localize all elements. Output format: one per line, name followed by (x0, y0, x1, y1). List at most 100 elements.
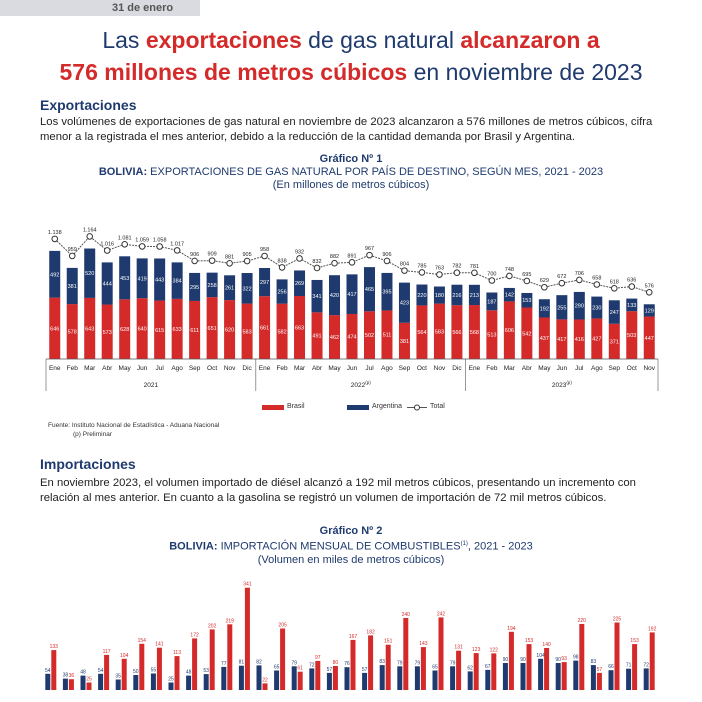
bar-diesel (280, 628, 286, 690)
bar-diesel (68, 679, 74, 690)
bar-gasolina (309, 668, 315, 690)
bar-argentina (521, 292, 533, 308)
bar-brasil (643, 316, 655, 359)
legend-brasil-swatch (262, 405, 284, 410)
label-argentina: 322 (242, 286, 251, 292)
label-argentina: 230 (592, 306, 601, 312)
bar-gasolina (256, 665, 262, 690)
title-highlight: 576 millones de metros cúbicos (59, 59, 408, 85)
x-tick-label: Dic (452, 365, 462, 372)
label-brasil: 633 (173, 327, 182, 333)
bar-argentina (416, 284, 428, 306)
label-gasolina: 48 (80, 670, 86, 676)
chart1-subtitle: (En millones de metros cúbicos) (272, 179, 430, 191)
label-gasolina: 81 (239, 660, 245, 666)
label-diesel: 202 (208, 623, 217, 629)
bar-brasil (136, 298, 148, 359)
bar-brasil (206, 297, 218, 359)
label-argentina: 220 (417, 293, 426, 299)
total-marker (261, 252, 268, 260)
total-marker (226, 260, 233, 267)
exports-paragraph: Los volúmenes de exportaciones de gas na… (40, 116, 653, 143)
bar-diesel (297, 671, 303, 690)
bar-brasil (556, 319, 568, 359)
total-marker (86, 233, 94, 240)
bar-gasolina (150, 673, 156, 690)
label-brasil: 578 (68, 330, 77, 336)
bar-brasil (294, 296, 306, 359)
label-diesel: 219 (226, 618, 235, 624)
total-marker (593, 281, 601, 288)
label-total: 958 (260, 247, 269, 253)
bar-gasolina (414, 666, 420, 690)
bar-argentina (259, 267, 271, 297)
total-marker (506, 272, 513, 280)
x-tick-label: Sep (608, 365, 620, 372)
label-total: 1.164 (83, 227, 97, 233)
label-gasolina: 90 (520, 657, 526, 663)
label-argentina: 295 (190, 285, 199, 291)
label-gasolina: 38 (63, 673, 69, 679)
x-tick-label: Ene (469, 365, 481, 372)
label-total: 782 (452, 264, 461, 270)
x-tick-label: Oct (417, 365, 427, 372)
total-marker (68, 252, 76, 260)
total-marker (366, 251, 373, 259)
label-brasil: 568 (470, 330, 479, 336)
bar-argentina (346, 274, 358, 314)
label-argentina: 395 (382, 290, 391, 296)
legend-total-marker (414, 404, 420, 411)
bar-gasolina (432, 670, 438, 690)
label-diesel: 131 (454, 645, 463, 651)
label-diesel: 36 (69, 673, 75, 679)
bar-brasil (503, 301, 515, 359)
x-tick-label: Abr (312, 365, 323, 372)
label-brasil: 502 (365, 333, 374, 339)
bar-argentina (329, 275, 341, 316)
legend-argentina-label: Argentina (372, 403, 402, 410)
label-gasolina: 104 (536, 653, 545, 659)
bar-diesel (86, 682, 92, 690)
label-brasil: 513 (487, 333, 496, 339)
bar-brasil (171, 298, 183, 359)
chart2-title: IMPORTACIÓN MENSUAL DE COMBUSTIBLES (217, 540, 461, 553)
bar-gasolina (98, 673, 104, 690)
label-diesel: 97 (315, 655, 321, 661)
x-tick-label: Jun (557, 365, 568, 372)
bar-gasolina (397, 666, 403, 690)
bar-brasil (276, 303, 288, 359)
bar-diesel (456, 650, 462, 690)
label-total: 781 (470, 264, 479, 270)
total-marker (296, 255, 303, 262)
label-brasil: 511 (383, 333, 392, 339)
x-tick-label: Mar (504, 365, 516, 372)
label-brasil: 371 (610, 339, 619, 345)
label-diesel: 61 (297, 666, 303, 672)
bar-brasil (329, 315, 341, 359)
label-gasolina: 72 (643, 662, 649, 668)
chart2-number: Gráfico Nº 2 (319, 525, 383, 537)
bar-brasil (311, 312, 323, 359)
x-tick-label: Ene (259, 365, 271, 372)
bar-brasil (154, 300, 166, 359)
legend-brasil-label: Brasil (287, 403, 305, 410)
bar-diesel (438, 617, 444, 690)
label-brasil: 606 (505, 328, 514, 334)
bar-diesel (350, 639, 356, 690)
bar-gasolina (608, 670, 614, 690)
bar-diesel (174, 656, 180, 690)
label-total: 932 (295, 249, 304, 255)
label-diesel: 93 (561, 656, 567, 662)
bar-diesel (156, 647, 162, 690)
total-marker (103, 247, 111, 254)
label-argentina: 256 (277, 290, 286, 296)
bar-argentina (643, 304, 655, 317)
label-brasil: 427 (592, 337, 601, 343)
bar-brasil (259, 296, 271, 359)
label-total: 700 (487, 272, 496, 278)
x-tick-label: Abr (102, 365, 113, 372)
label-argentina: 129 (645, 308, 654, 314)
chart2-title-sup: (1) (460, 541, 468, 547)
label-argentina: 465 (365, 287, 374, 293)
x-tick-label: Jun (137, 365, 148, 372)
